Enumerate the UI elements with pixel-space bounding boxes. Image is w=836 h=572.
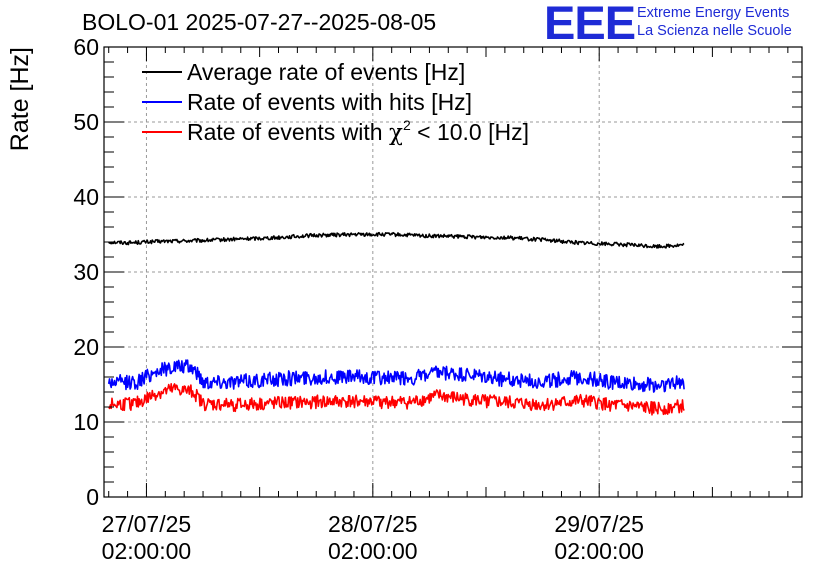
series-line-0 (108, 231, 685, 249)
y-tick-label: 60 (73, 34, 99, 60)
logo-caption-line2: La Scienza nelle Scuole (637, 23, 792, 39)
y-tick-label: 40 (73, 184, 99, 210)
x-tick-label-date: 29/07/25 (554, 511, 644, 537)
x-tick-label-time: 02:00:00 (554, 538, 644, 564)
y-tick-label: 10 (73, 409, 99, 435)
eee-logo: EEE (544, 0, 636, 49)
y-tick-label: 30 (73, 259, 99, 285)
series-line-1 (107, 359, 685, 393)
legend-label-0: Average rate of events [Hz] (187, 59, 465, 85)
chart-title: BOLO-01 2025-07-27--2025-08-05 (82, 9, 437, 35)
legend-label-2: Rate of events with χ2 < 10.0 [Hz] (187, 117, 529, 146)
y-tick-label: 0 (86, 484, 99, 510)
x-tick-label-time: 02:00:00 (102, 538, 192, 564)
legend-label-1: Rate of events with hits [Hz] (187, 89, 472, 115)
x-tick-label-date: 28/07/25 (328, 511, 418, 537)
series-line-2 (107, 383, 685, 416)
logo-caption-line1: Extreme Energy Events (637, 5, 790, 21)
x-tick-label-date: 27/07/25 (102, 511, 192, 537)
y-tick-label: 20 (73, 334, 99, 360)
x-tick-label-time: 02:00:00 (328, 538, 418, 564)
y-tick-label: 50 (73, 109, 99, 135)
logo-caption: Extreme Energy Events La Scienza nelle S… (637, 4, 792, 40)
y-axis-label: Rate [Hz] (6, 47, 34, 151)
